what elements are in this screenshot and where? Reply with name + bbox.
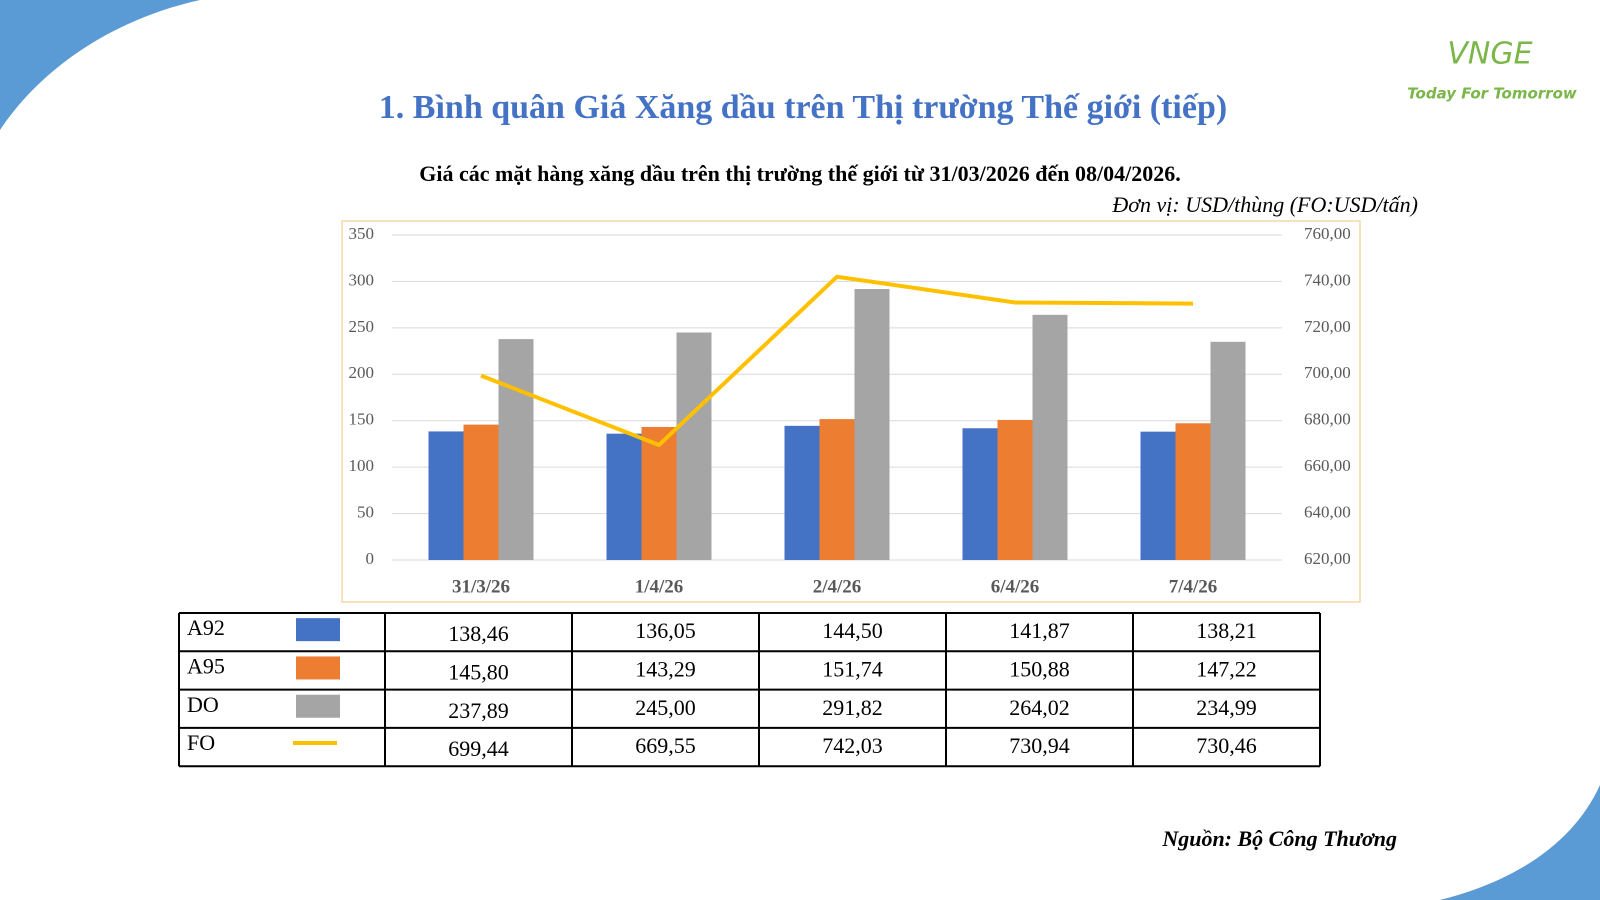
tagline: Today For Tomorrow: [1407, 85, 1577, 103]
y-tick-label: 250: [349, 317, 375, 336]
bar: [606, 433, 642, 560]
corner-decoration: [1440, 785, 1600, 900]
y-tick-label: 100: [349, 456, 375, 475]
table-cell: 138,46: [448, 621, 509, 646]
x-tick-label: 1/4/26: [635, 576, 684, 597]
table-cell: 141,87: [1009, 618, 1070, 643]
bar: [428, 431, 464, 560]
chart-frame: [341, 220, 1361, 603]
table-cell: 144,50: [822, 618, 883, 643]
table-series-name: DO: [187, 692, 219, 717]
chart-title: Giá các mặt hàng xăng dầu trên thị trườn…: [419, 161, 1181, 186]
bar: [463, 424, 499, 560]
bar: [962, 428, 998, 560]
logo: VNGE: [1447, 37, 1532, 72]
bar: [784, 425, 820, 560]
table-cell: 742,03: [822, 733, 883, 758]
bar: [1140, 431, 1176, 560]
bar: [1210, 341, 1246, 560]
x-tick-label: 31/3/26: [452, 576, 510, 597]
y2-tick-label: 700,00: [1304, 363, 1351, 382]
y-tick-label: 350: [349, 224, 375, 243]
y2-tick-label: 760,00: [1304, 224, 1351, 243]
y2-tick-label: 720,00: [1304, 317, 1351, 336]
y-tick-label: 0: [366, 549, 375, 568]
legend-key: [296, 656, 340, 680]
legend-key: [296, 694, 340, 718]
bar: [498, 339, 534, 560]
table-cell: 143,29: [635, 656, 696, 681]
bar: [854, 289, 890, 560]
table-cell: 150,88: [1009, 656, 1070, 681]
y2-tick-label: 740,00: [1304, 270, 1351, 289]
table-cell: 245,00: [635, 695, 696, 720]
bar: [1175, 423, 1211, 560]
table-cell: 136,05: [635, 618, 696, 643]
table-cell: 147,22: [1196, 656, 1257, 681]
table-cell: 145,80: [448, 659, 509, 684]
table-cell: 730,46: [1196, 733, 1257, 758]
x-tick-label: 6/4/26: [991, 576, 1040, 597]
bar: [641, 426, 677, 560]
chart-subtitle: Đơn vị: USD/thùng (FO:USD/tấn): [1111, 192, 1418, 217]
bar: [997, 419, 1033, 560]
table-cell: 234,99: [1196, 695, 1257, 720]
table-cell: 699,44: [448, 736, 509, 761]
table-cell: 730,94: [1009, 733, 1070, 758]
corner-decoration: [0, 0, 200, 130]
y2-tick-label: 660,00: [1304, 456, 1351, 475]
y-tick-label: 200: [349, 363, 375, 382]
table-series-name: A95: [187, 653, 225, 678]
table-cell: 151,74: [822, 656, 883, 681]
bar: [676, 332, 712, 560]
y2-tick-label: 620,00: [1304, 549, 1351, 568]
bar: [819, 419, 855, 560]
table-cell: 264,02: [1009, 695, 1070, 720]
table-cell: 237,89: [448, 698, 509, 723]
bar: [1032, 314, 1068, 560]
line: [480, 274, 1194, 447]
y-tick-label: 150: [349, 410, 375, 429]
slide-title: 1. Bình quân Giá Xăng dầu trên Thị trườn…: [379, 89, 1227, 126]
x-tick-label: 2/4/26: [813, 576, 862, 597]
table-cell: 669,55: [635, 733, 696, 758]
legend-key: [296, 618, 340, 642]
x-tick-label: 7/4/26: [1169, 576, 1218, 597]
table-cell: 291,82: [822, 695, 883, 720]
y2-tick-label: 680,00: [1304, 410, 1351, 429]
y-tick-label: 50: [357, 502, 374, 521]
source: Nguồn: Bộ Công Thương: [1161, 826, 1397, 851]
y2-tick-label: 640,00: [1304, 502, 1351, 521]
table-series-name: A92: [187, 615, 225, 640]
y-tick-label: 300: [349, 270, 375, 289]
table-series-name: FO: [187, 730, 215, 755]
table-cell: 138,21: [1196, 618, 1257, 643]
